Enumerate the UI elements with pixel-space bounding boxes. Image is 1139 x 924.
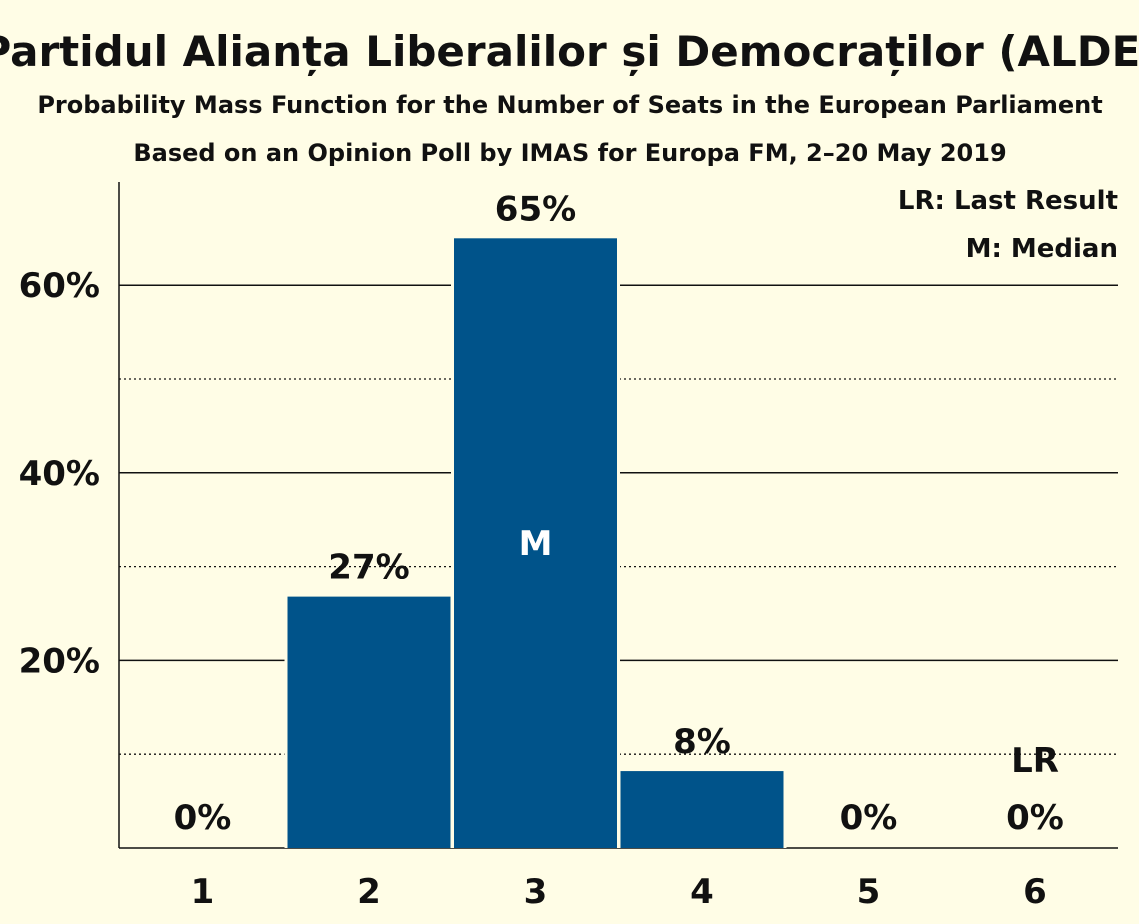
x-tick-label: 4 (690, 872, 714, 912)
x-tick-label: 6 (1023, 872, 1047, 912)
data-label: 8% (673, 722, 731, 762)
bar-seats-4 (620, 771, 784, 848)
labels: 20%40%60%0%127%265%3M8%40%50%6LR (19, 189, 1064, 912)
last-result-marker: LR (1011, 741, 1059, 781)
data-label: 0% (174, 798, 232, 838)
x-tick-label: 5 (857, 872, 881, 912)
chart-subtitle-poll: Based on an Opinion Poll by IMAS for Eur… (133, 139, 1006, 167)
x-tick-label: 2 (357, 872, 381, 912)
bars (284, 235, 787, 849)
median-marker: M (519, 524, 553, 564)
data-label: 0% (1006, 798, 1064, 838)
chart-subtitle: Probability Mass Function for the Number… (37, 91, 1102, 119)
bar-seats-3 (454, 238, 617, 849)
legend-last-result: LR: Last Result (898, 186, 1118, 216)
x-tick-label: 1 (191, 872, 215, 912)
bar-seats-2 (287, 596, 451, 848)
y-tick-label: 60% (19, 266, 100, 306)
data-label: 65% (495, 189, 576, 229)
x-tick-label: 3 (524, 872, 548, 912)
y-tick-label: 20% (19, 641, 100, 681)
data-label: 27% (328, 548, 409, 588)
y-tick-label: 40% (19, 454, 100, 494)
legend-median: M: Median (966, 234, 1118, 264)
data-label: 0% (840, 798, 898, 838)
chart-title: Partidul Alianța Liberalilor și Democraț… (0, 27, 1139, 77)
